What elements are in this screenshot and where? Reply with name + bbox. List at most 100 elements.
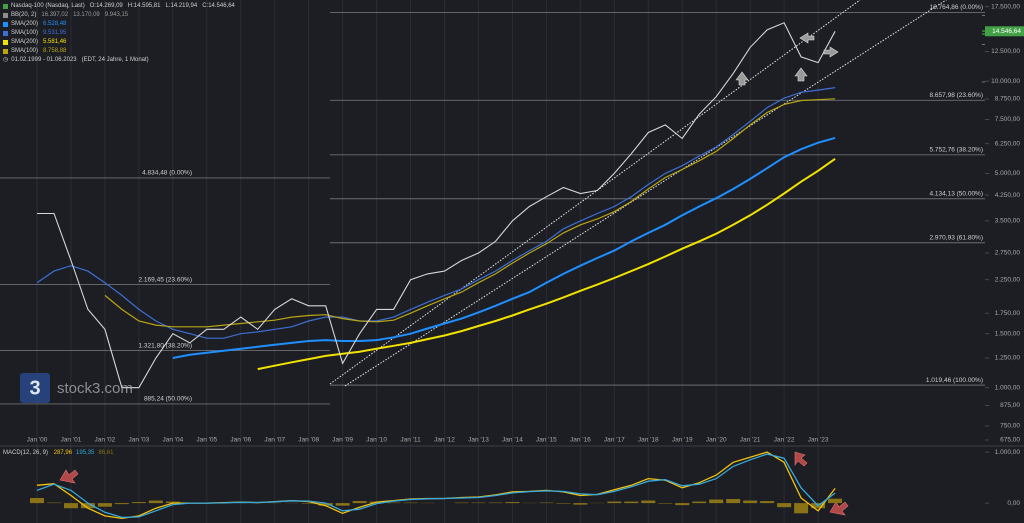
- y-tick-label: 750,00: [1000, 423, 1020, 430]
- y-tick-label: 1.750,00: [995, 310, 1021, 317]
- fibonacci-label: 16.764,86 (0.00%): [930, 4, 983, 11]
- macd-histogram-bar: [505, 502, 520, 504]
- series-layer: [36, 22, 836, 389]
- macd-histogram-bar: [114, 503, 129, 505]
- legend-value: 6.528,48: [43, 21, 67, 27]
- x-tick-label: Jan '02: [95, 437, 116, 444]
- legend-row: SMA(100) 9.531,95: [3, 29, 235, 38]
- fibonacci-label: 885,24 (50.00%): [144, 396, 192, 403]
- macd-histogram-bar: [607, 501, 622, 504]
- price-line: [37, 22, 836, 389]
- macd-histogram-bar: [777, 503, 792, 508]
- macd-legend-value: 195,35: [76, 450, 95, 456]
- macd-histogram-bar: [63, 503, 78, 509]
- y-tick-label: 3.500,00: [995, 218, 1021, 225]
- x-tick-label: Jan '19: [672, 437, 693, 444]
- macd-legend-value: 86,61: [98, 450, 114, 456]
- fibonacci-label: 8.657,98 (23.60%): [930, 92, 983, 99]
- legend-row: Nasdaq-100 (Nasdaq, Last) O: 14.269,09 H:…: [3, 2, 235, 11]
- y-tick-label: 2.250,00: [995, 276, 1021, 283]
- date-range: 01.02.1999 - 01.06.2023: [11, 57, 77, 63]
- x-tick-label: Jan '09: [332, 437, 353, 444]
- macd-layer: 1.000,00 0,00: [30, 449, 1020, 520]
- sma-line: [36, 87, 836, 339]
- legend-title: Nasdaq-100 (Nasdaq, Last): [11, 3, 85, 9]
- fibonacci-label: 1.321,80 (38.20%): [139, 342, 192, 349]
- macd-histogram-bar: [726, 499, 741, 504]
- ohlc-label: L:: [165, 3, 171, 9]
- macd-histogram-bar: [488, 502, 503, 504]
- x-tick-label: Jan '16: [570, 437, 591, 444]
- legend-row: SMA(100) 8.758,88: [3, 47, 235, 56]
- macd-histogram-bar: [335, 503, 350, 506]
- x-tick-label: Jan '13: [468, 437, 489, 444]
- x-tick-label: Jan '21: [740, 437, 761, 444]
- macd-histogram-bar: [30, 498, 44, 504]
- fibonacci-label: 1.019,46 (100.00%): [926, 377, 983, 384]
- x-tick-label: Jan '04: [162, 437, 183, 444]
- macd-legend: MACD(12, 26, 9) 287,96 195,35 86,61: [3, 450, 117, 456]
- fibonacci-label: 2.970,93 (61.80%): [930, 234, 983, 241]
- x-tick-label: Jan '20: [706, 437, 727, 444]
- arrow-icons: [735, 32, 839, 86]
- y-tick-label: 17.500,00: [991, 3, 1020, 10]
- legend-value: 5.581,46: [43, 39, 67, 45]
- macd-histogram-bar: [386, 502, 401, 504]
- fibonacci-label: 4.834,48 (0.00%): [142, 170, 192, 177]
- x-tick-label: Jan '07: [264, 437, 285, 444]
- macd-histogram-bar: [709, 499, 724, 504]
- fibonacci-label: 5.752,76 (38.20%): [930, 146, 983, 153]
- macd-histogram-bar: [403, 502, 418, 504]
- sma-line: [104, 98, 836, 328]
- y-tick-label: 1.250,00: [995, 355, 1021, 362]
- fibonacci-layer: 4.834,48 (0.00%) 2.169,45 (23.60%) 1.321,8…: [0, 4, 985, 405]
- y-tick-label: 1.500,00: [995, 330, 1021, 337]
- x-tick-label: Jan '06: [230, 437, 251, 444]
- legend-swatch: [3, 40, 8, 45]
- y-tick-label: 12.500,00: [991, 48, 1020, 55]
- x-tick-label: Jan '00: [27, 437, 48, 444]
- macd-histogram-bar: [624, 501, 639, 504]
- legend-row: SMA(200) 6.528,48: [3, 20, 235, 29]
- logo-box: [20, 373, 50, 403]
- y-tick-label: 4.250,00: [995, 192, 1021, 199]
- fibonacci-label: 2.169,45 (23.60%): [139, 276, 192, 283]
- ohlc-label: C:: [202, 3, 209, 9]
- legend-name: SMA(200): [11, 39, 39, 45]
- ohlc-value: 14.219,94: [170, 3, 198, 9]
- clock-icon: ◷: [3, 57, 9, 63]
- legend-name: SMA(200): [11, 21, 39, 27]
- sma-line: [257, 157, 836, 371]
- macd-histogram-bar: [165, 501, 180, 504]
- y-tick-label: 5.000,00: [995, 170, 1021, 177]
- fibonacci-label: 4.134,13 (50.00%): [930, 190, 983, 197]
- bb-value: 9.943,15: [104, 12, 129, 18]
- macd-histogram-bar: [658, 503, 673, 504]
- macd-legend-value: 287,96: [53, 450, 73, 456]
- y-tick-label: 875,00: [1000, 402, 1020, 409]
- x-tick-label: Jan '03: [128, 437, 149, 444]
- x-tick-label: Jan '14: [502, 437, 523, 444]
- legend-value: 9.531,95: [43, 30, 67, 36]
- legend-swatch: [3, 4, 8, 9]
- y-tick-label: 10.000,00: [991, 78, 1020, 85]
- macd-histogram-bar: [760, 501, 775, 504]
- legend-row: BB(20, 2) 16.397,02 13.170,09 9.943,15: [3, 11, 235, 20]
- ohlc-value: 14.546,64: [208, 3, 235, 9]
- sma-line: [172, 136, 836, 359]
- macd-histogram-bar: [131, 502, 146, 504]
- macd-line: [36, 453, 836, 519]
- macd-histogram-bar: [46, 502, 61, 504]
- macd-histogram-bar: [454, 502, 469, 504]
- macd-histogram-bar: [692, 501, 707, 504]
- channel-lower: [344, 0, 947, 387]
- x-tick-label: Jan '22: [774, 437, 795, 444]
- macd-histogram-bar: [148, 500, 163, 504]
- x-tick-label: Jan '10: [366, 437, 387, 444]
- macd-histogram-bar: [675, 503, 690, 506]
- legend-name: SMA(100): [11, 48, 39, 54]
- y-tick-label: 675,00: [1000, 437, 1020, 444]
